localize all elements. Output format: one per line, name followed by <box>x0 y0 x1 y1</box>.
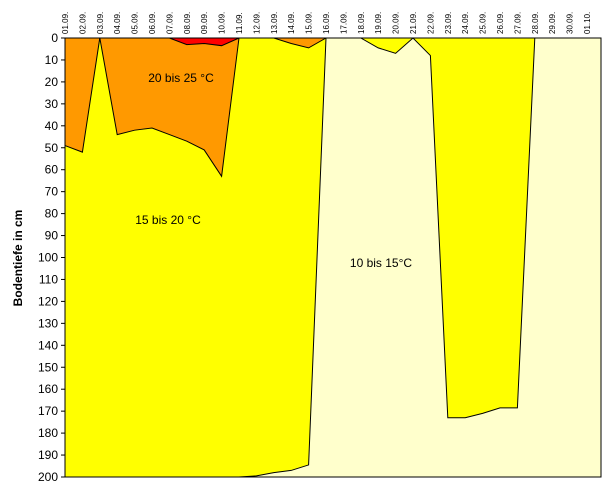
y-tick-label: 100 <box>38 251 58 265</box>
y-tick-label: 80 <box>45 207 59 221</box>
x-tick-label: 10.09. <box>218 12 227 34</box>
x-tick-label: 24.09. <box>461 12 470 34</box>
x-tick-label: 19.09. <box>374 12 383 34</box>
y-tick-label: 190 <box>38 448 58 462</box>
x-tick-label: 23.09. <box>444 12 453 34</box>
x-tick-label: 07.09. <box>165 12 174 34</box>
x-tick-label: 28.09. <box>531 12 540 34</box>
x-tick-label: 29.09. <box>548 12 557 34</box>
x-tick-label: 20.09. <box>392 12 401 34</box>
y-tick-label: 110 <box>39 272 58 286</box>
x-tick-label: 11.09. <box>235 12 244 34</box>
y-tick-label: 50 <box>45 141 59 155</box>
x-tick-label: 13.09. <box>270 12 279 34</box>
y-tick-label: 40 <box>45 119 59 133</box>
y-tick-label: 70 <box>45 185 59 199</box>
x-tick-label: 30.09. <box>566 12 575 34</box>
y-tick-label: 160 <box>38 382 58 396</box>
x-tick-label: 01.09. <box>61 12 70 34</box>
y-tick-label: 130 <box>38 316 58 330</box>
y-tick-label: 90 <box>45 229 59 243</box>
x-tick-label: 04.09. <box>113 12 122 34</box>
x-tick-label: 03.09. <box>96 12 105 34</box>
y-tick-label: 170 <box>38 404 58 418</box>
y-tick-label: 150 <box>38 360 58 374</box>
x-tick-label: 09.09. <box>200 12 209 34</box>
x-tick-label: 17.09. <box>339 12 348 34</box>
x-tick-label: 25.09. <box>479 12 488 34</box>
y-tick-label: 200 <box>38 470 58 484</box>
annotation: 15 bis 20 °C <box>135 213 201 227</box>
x-tick-label: 06.09. <box>148 12 157 34</box>
annotation: 10 bis 15°C <box>350 256 413 270</box>
annotation: 20 bis 25 °C <box>148 71 214 85</box>
x-tick-label: 05.09. <box>131 12 140 34</box>
x-tick-label: 26.09. <box>496 12 505 34</box>
y-tick-label: 20 <box>45 75 59 89</box>
x-tick-label: 15.09. <box>305 12 314 34</box>
y-tick-label: 0 <box>51 31 58 45</box>
x-tick-label: 08.09. <box>183 12 192 34</box>
x-tick-label: 16.09. <box>322 12 331 34</box>
x-tick-label: 18.09. <box>357 12 366 34</box>
x-tick-label: 12.09. <box>252 12 261 34</box>
y-tick-label: 30 <box>45 97 59 111</box>
y-tick-label: 120 <box>38 294 58 308</box>
y-tick-label: 180 <box>38 426 58 440</box>
x-tick-label: 01.10. <box>583 12 592 34</box>
x-tick-label: 02.09. <box>78 12 87 34</box>
x-tick-label: 27.09. <box>513 12 522 34</box>
x-tick-label: 21.09. <box>409 12 418 34</box>
y-tick-label: 60 <box>45 163 59 177</box>
y-tick-label: 10 <box>45 53 59 67</box>
x-tick-label: 14.09. <box>287 12 296 34</box>
x-tick-label: 22.09. <box>426 12 435 34</box>
y-tick-label: 140 <box>38 338 58 352</box>
y-axis-label: Bodentiefe in cm <box>11 210 25 307</box>
